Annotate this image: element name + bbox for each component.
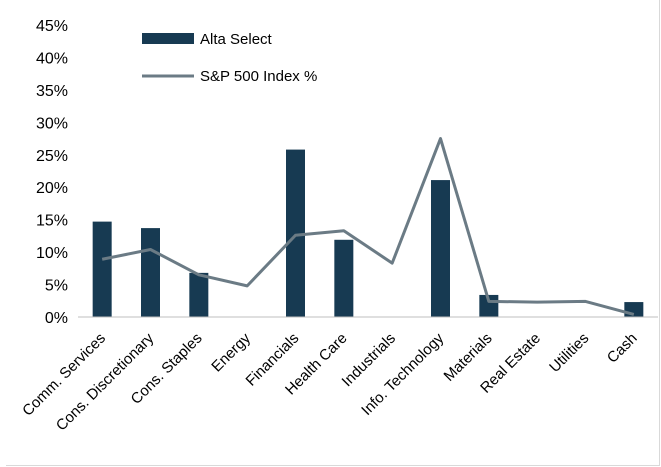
- x-tick-label: Energy: [208, 329, 254, 375]
- line-path: [101, 137, 635, 316]
- y-tick-label: 45%: [36, 18, 68, 35]
- bar: [624, 302, 644, 317]
- x-tick-label: Comm. Services: [19, 330, 109, 420]
- bar-series: [92, 149, 644, 317]
- legend-swatch-bar: [142, 33, 194, 44]
- y-tick-label: 15%: [36, 213, 68, 230]
- y-tick-label: 5%: [45, 278, 68, 295]
- bar: [189, 272, 209, 317]
- legend: Alta Select S&P 500 Index %: [142, 31, 317, 85]
- y-tick-label: 35%: [36, 83, 68, 100]
- bar: [92, 221, 112, 317]
- y-tick-label: 25%: [36, 148, 68, 165]
- legend-label-line: S&P 500 Index %: [200, 68, 317, 85]
- y-tick-label: 0%: [45, 310, 68, 327]
- x-tick-label: Info. Technology: [358, 329, 447, 418]
- bar: [286, 149, 305, 317]
- y-tick-label: 20%: [36, 180, 68, 197]
- y-tick-label: 30%: [36, 115, 68, 132]
- y-axis: 0% 5% 10% 15% 20% 25% 30% 35% 40% 45%: [36, 18, 68, 327]
- line-series: [101, 137, 635, 316]
- bar: [431, 180, 450, 317]
- bar: [334, 239, 354, 317]
- x-tick-label: Utilities: [546, 330, 592, 376]
- bar: [141, 228, 160, 317]
- y-tick-label: 10%: [36, 245, 68, 262]
- x-tick-label: Cash: [604, 330, 641, 367]
- y-tick-label: 40%: [36, 50, 68, 67]
- legend-label-bar: Alta Select: [200, 31, 273, 48]
